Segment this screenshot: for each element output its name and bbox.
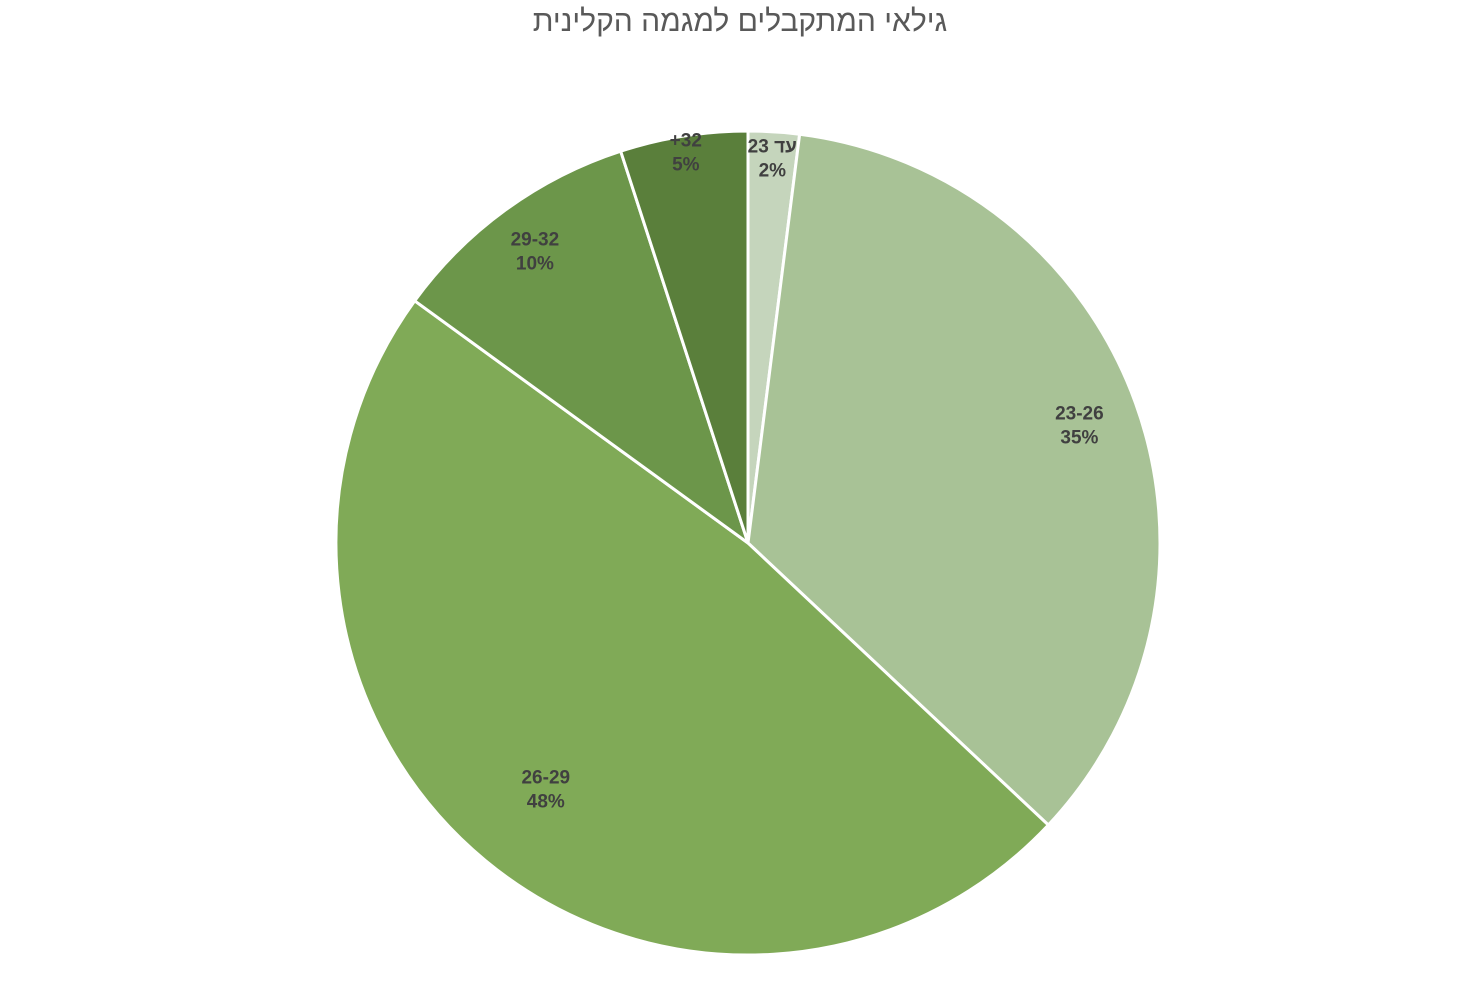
slice-category-label: 29-32 (511, 230, 560, 251)
slice-value-label: 5% (672, 154, 700, 175)
slice-value-label: 2% (759, 161, 787, 182)
chart-title: גילאי המתקבלים למגמה הקלינית (532, 5, 948, 38)
slice-value-label: 35% (1060, 428, 1098, 449)
pie-slice-2 (746, 132, 1162, 827)
slice-category-label: 23-26 (1055, 404, 1104, 425)
pie-labels: עד 23 2% 23-26 35% 26-29 48% 29-32 10% +32 5% (511, 130, 1104, 812)
pie-slice-5 (619, 129, 750, 545)
slice-category-label: +32 (670, 130, 702, 151)
pie-slices (334, 129, 1162, 957)
slice-category-label: 26-29 (521, 767, 570, 788)
pie-slice-3 (334, 299, 1050, 957)
pie-slice-4 (413, 149, 750, 545)
slice-value-label: 48% (527, 791, 565, 812)
slice-value-label: 10% (516, 254, 554, 275)
slice-category-label: עד 23 (748, 137, 797, 158)
